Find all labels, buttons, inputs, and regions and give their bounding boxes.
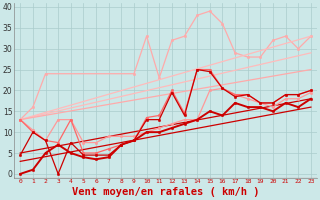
X-axis label: Vent moyen/en rafales ( km/h ): Vent moyen/en rafales ( km/h ) [72, 187, 259, 197]
